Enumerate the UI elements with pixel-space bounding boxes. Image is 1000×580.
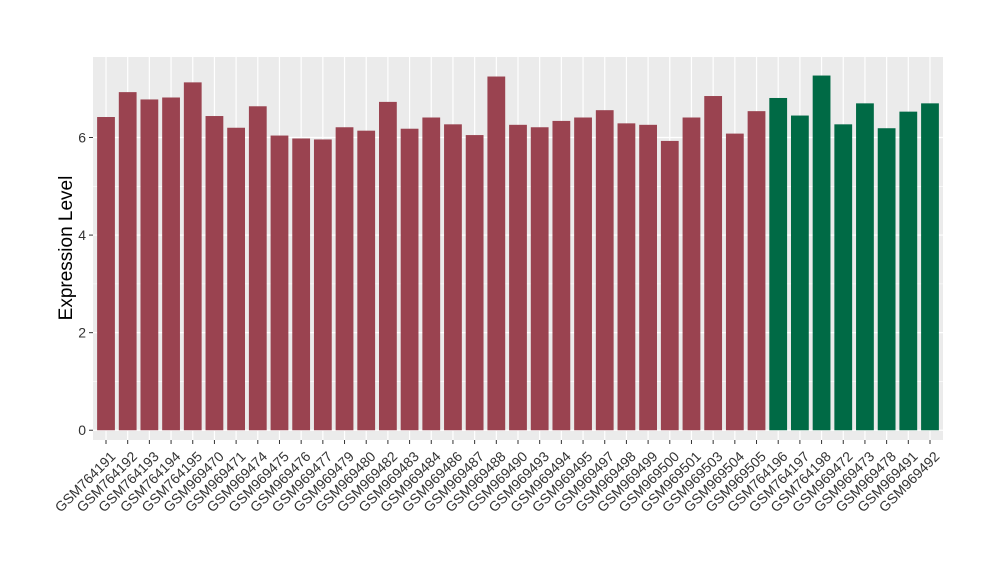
- bar: [639, 124, 657, 431]
- bar: [834, 124, 853, 431]
- bar: [357, 130, 376, 431]
- x-axis: GSM764191GSM764192GSM764193GSM764194GSM7…: [52, 440, 943, 515]
- bar: [704, 96, 723, 431]
- bar: [574, 117, 592, 431]
- bar: [313, 139, 332, 431]
- bar: [292, 138, 311, 431]
- bar: [118, 92, 137, 431]
- bar: [465, 135, 484, 431]
- bar: [660, 140, 679, 431]
- y-tick-label: 6: [78, 130, 86, 146]
- y-tick-label: 0: [78, 422, 86, 438]
- bar: [183, 82, 202, 431]
- bar: [422, 117, 441, 431]
- y-axis: 0 2 4 6: [78, 130, 93, 438]
- bar: [162, 97, 180, 431]
- bar: [790, 115, 809, 431]
- bar: [444, 124, 462, 431]
- bar: [595, 110, 614, 431]
- bar: [227, 127, 246, 431]
- bar: [205, 116, 224, 431]
- y-tick-label: 2: [78, 325, 86, 341]
- bar: [379, 101, 397, 431]
- bar: [400, 128, 419, 431]
- bar: [248, 106, 267, 431]
- bar: [617, 123, 636, 431]
- bar: [97, 117, 115, 431]
- bar: [877, 128, 896, 431]
- y-tick-label: 4: [78, 227, 86, 243]
- bar: [509, 124, 527, 431]
- bars: [97, 75, 939, 431]
- bar: [899, 111, 918, 431]
- bar: [856, 103, 874, 431]
- bar: [335, 127, 354, 431]
- bar: [140, 99, 159, 431]
- bar: [487, 76, 506, 431]
- y-axis-title: Expression Level: [56, 176, 77, 321]
- bar: [682, 117, 701, 431]
- bar: [270, 135, 289, 431]
- bar: [812, 75, 831, 431]
- bar: [725, 133, 744, 431]
- bar: [552, 120, 571, 431]
- bar: [747, 111, 766, 431]
- bar: [530, 127, 549, 431]
- bar: [921, 103, 939, 431]
- bar: [769, 97, 788, 431]
